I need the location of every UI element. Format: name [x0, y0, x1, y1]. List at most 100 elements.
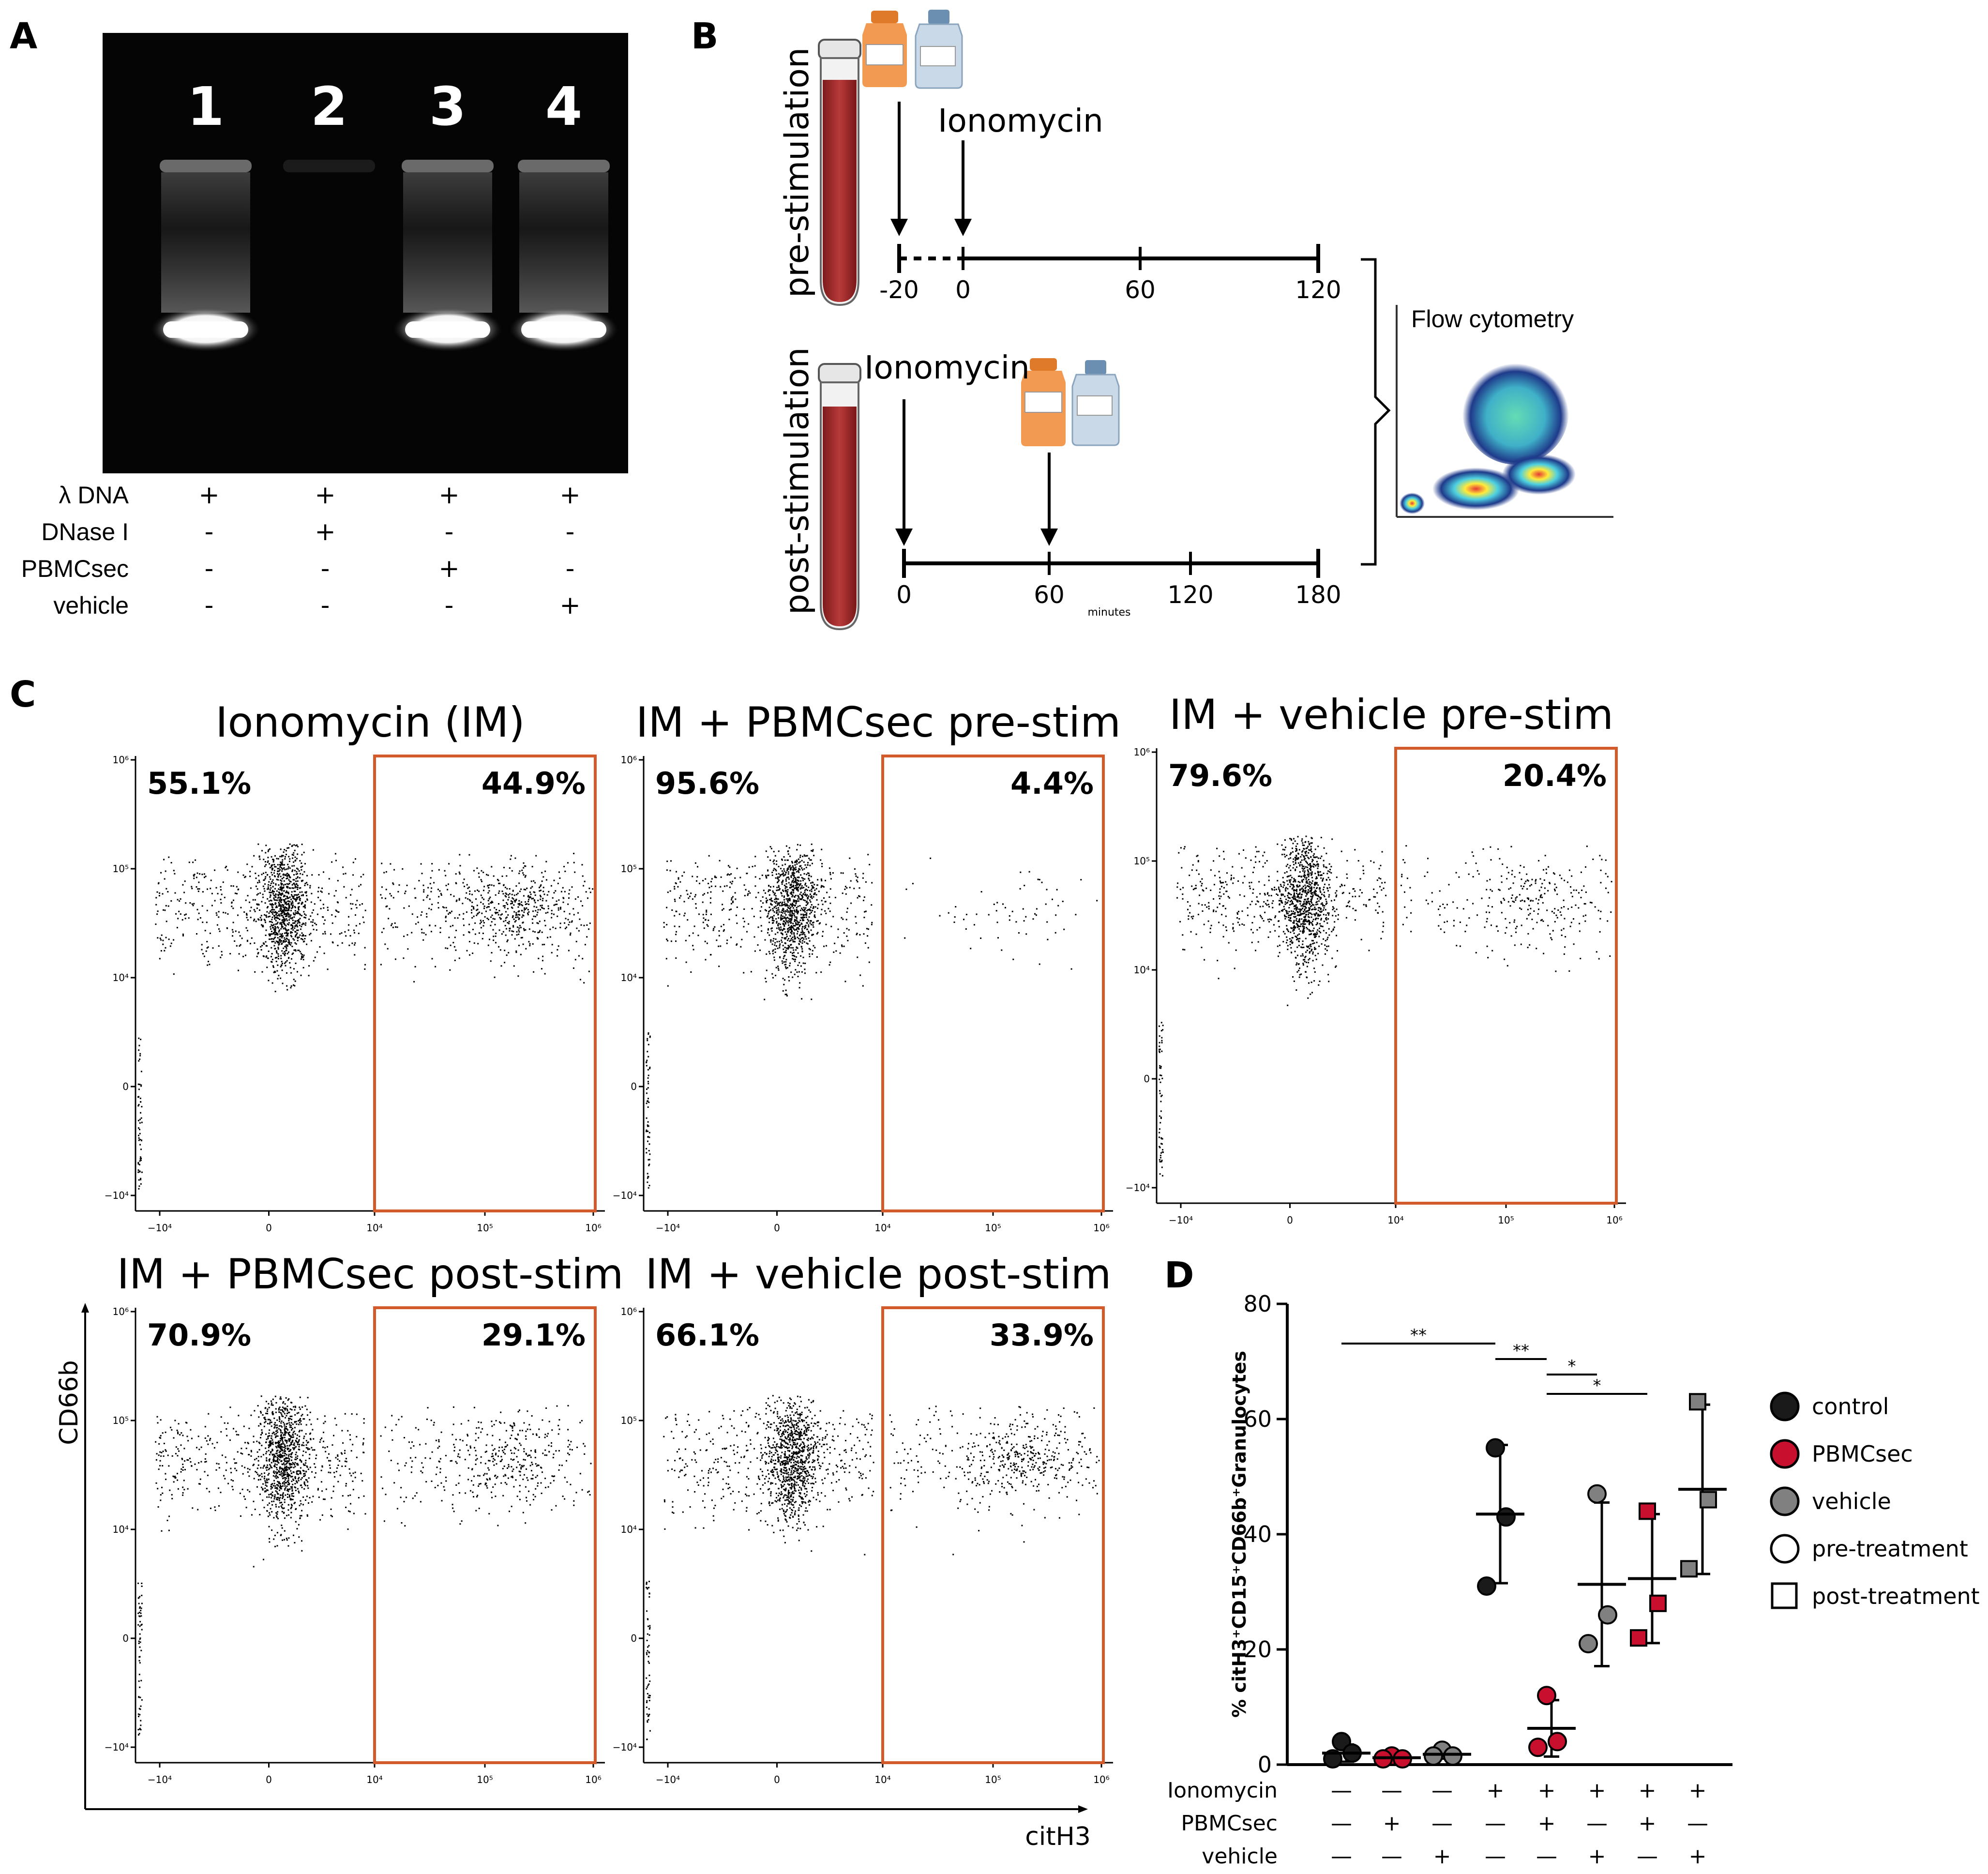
event-dots	[646, 843, 1098, 1189]
gel-sign: +	[198, 481, 220, 510]
gel-sign: -	[445, 517, 454, 546]
significance-label: **	[1410, 1326, 1427, 1345]
y-tick-label: 10⁶	[113, 1306, 129, 1317]
x-tick-label: 10⁶	[1093, 1222, 1109, 1234]
y-tick-label: 0	[631, 1081, 637, 1092]
pre-tick-label: -20	[879, 276, 919, 304]
legend-label: control	[1812, 1393, 1889, 1420]
y-tick-label: 10⁴	[113, 1524, 129, 1535]
data-point	[1424, 1746, 1443, 1766]
data-group	[1476, 1438, 1524, 1596]
x-tick-label: 10⁵	[477, 1222, 493, 1234]
x-tick-label: 10⁴	[874, 1222, 890, 1234]
flow-plot: IM + vehicle post-stim 10⁶ 10⁵ 10⁴ 0 −10⁴ −10⁴…	[613, 1250, 1113, 1785]
gel-sign: +	[559, 591, 581, 620]
condition-row-label: Ionomycin	[1167, 1778, 1278, 1803]
gel-sign: +	[315, 517, 336, 546]
legend-swatch	[1770, 1534, 1800, 1564]
flow-plot-title: IM + vehicle post-stim	[646, 1250, 1112, 1299]
post-stimulation-label: post-stimulation	[778, 347, 816, 615]
gel-sign: +	[438, 481, 460, 510]
flow-cytometry-label: Flow cytometry	[1411, 305, 1574, 332]
pbmcsec-bottle-icon	[862, 11, 907, 87]
scatter-chart: 0 20 40 60 80 % citH3⁺CD15⁺CD66b⁺Granulocytes…	[1167, 1291, 1980, 1869]
data-group	[1423, 1740, 1471, 1766]
gel-sign: -	[566, 517, 575, 546]
timeline-diagram: pre-stimulation post-stimulation	[778, 10, 1613, 631]
data-point	[1649, 1594, 1667, 1612]
x-tick-label: 10⁶	[585, 1774, 601, 1785]
x-tick-label: 0	[774, 1222, 780, 1234]
flow-plot: Ionomycin (IM) 10⁶ 10⁵ 10⁴ 0 −10⁴ −10⁴ 0 10⁴ 10⁵ 1…	[105, 698, 605, 1234]
y-tick-label: 10⁶	[1134, 746, 1150, 758]
positive-gate	[881, 1306, 1105, 1764]
gel-condition-table: λ DNA + + + + DNase I - + - - PBMCsec - - + - vehicle - -…	[21, 481, 581, 620]
legend: control PBMCsec vehicle pre-treatment post-t…	[1770, 1391, 1980, 1609]
x-tick-label: 10⁵	[985, 1222, 1001, 1234]
data-point	[1486, 1438, 1505, 1458]
y-tick-label: 10⁶	[621, 754, 637, 766]
panel-letter-c: C	[10, 674, 36, 715]
legend-swatch	[1770, 1486, 1800, 1516]
gate-percentage-right: 29.1%	[482, 1317, 586, 1353]
gate-percentage-left: 95.6%	[655, 766, 759, 801]
y-tick-label: 10⁴	[113, 972, 129, 983]
x-axis-label-cith3: citH3	[1025, 1822, 1091, 1851]
condition-sign: +	[1487, 1778, 1505, 1803]
gel-sign: -	[205, 554, 214, 583]
condition-sign: —	[1331, 1778, 1352, 1803]
condition-sign: +	[1639, 1811, 1657, 1836]
data-point	[1639, 1502, 1656, 1520]
data-point	[1598, 1605, 1617, 1625]
y-tick-label: −10⁴	[613, 1190, 637, 1201]
pre-tick-label: 0	[955, 276, 971, 304]
condition-sign: +	[1689, 1778, 1707, 1803]
gel-image: 1 2 3 4	[103, 33, 628, 473]
y-tick-label: 80	[1243, 1291, 1272, 1317]
post-tick-label: 60	[1034, 581, 1065, 609]
gate-percentage-right: 33.9%	[990, 1317, 1094, 1353]
flow-axes: CD66b citH3	[55, 1303, 1091, 1851]
y-tick-label: 10⁴	[621, 972, 637, 983]
panel-letter-a: A	[10, 15, 37, 57]
lane-number: 3	[429, 76, 467, 137]
condition-sign: +	[1588, 1844, 1606, 1869]
x-tick-label: 10⁴	[366, 1774, 382, 1785]
legend-swatch	[1770, 1439, 1800, 1469]
gel-sign: +	[559, 481, 581, 510]
pre-tick-label: 120	[1295, 276, 1341, 304]
data-point	[1443, 1746, 1462, 1766]
x-tick-label: 10⁴	[366, 1222, 382, 1234]
y-tick-label: 10⁵	[621, 1415, 637, 1426]
y-tick-label: 0	[631, 1632, 637, 1644]
lane-number: 1	[187, 76, 225, 137]
gate-percentage-left: 66.1%	[655, 1317, 759, 1353]
gel-sign: +	[315, 481, 336, 510]
flow-plot: IM + PBMCsec pre-stim 10⁶ 10⁵ 10⁴ 0 −10⁴ −10⁴ 0…	[613, 698, 1121, 1234]
data-point	[1689, 1393, 1706, 1411]
gel-row-label: DNase I	[41, 518, 129, 545]
data-point	[1587, 1484, 1607, 1504]
significance-label: *	[1568, 1357, 1576, 1376]
y-tick-label: −10⁴	[613, 1741, 637, 1753]
gate-percentage-left: 79.6%	[1168, 758, 1272, 793]
flow-plot: IM + vehicle pre-stim 10⁶ 10⁵ 10⁴ 0 −10⁴ −10⁴ 0…	[1126, 691, 1626, 1226]
y-tick-label: −10⁴	[105, 1741, 129, 1753]
gel-sign: -	[566, 554, 575, 583]
x-tick-label: −10⁴	[656, 1222, 680, 1234]
x-tick-label: −10⁴	[148, 1774, 172, 1785]
x-tick-label: 10⁵	[1498, 1214, 1514, 1226]
gel-sign: -	[321, 554, 330, 583]
data-group	[1678, 1393, 1727, 1578]
post-tick-label: 0	[896, 581, 912, 609]
data-point	[1680, 1560, 1698, 1578]
pbmcsec-bottle-icon	[1021, 358, 1066, 446]
condition-sign: —	[1331, 1844, 1352, 1869]
legend-label: PBMCsec	[1812, 1441, 1913, 1467]
flow-plot-title: IM + PBMCsec post-stim	[117, 1250, 624, 1299]
legend-swatch	[1771, 1582, 1798, 1609]
gate-percentage-left: 70.9%	[147, 1317, 251, 1353]
condition-sign: —	[1381, 1778, 1402, 1803]
condition-sign: +	[1433, 1844, 1451, 1869]
data-point	[1477, 1576, 1496, 1596]
